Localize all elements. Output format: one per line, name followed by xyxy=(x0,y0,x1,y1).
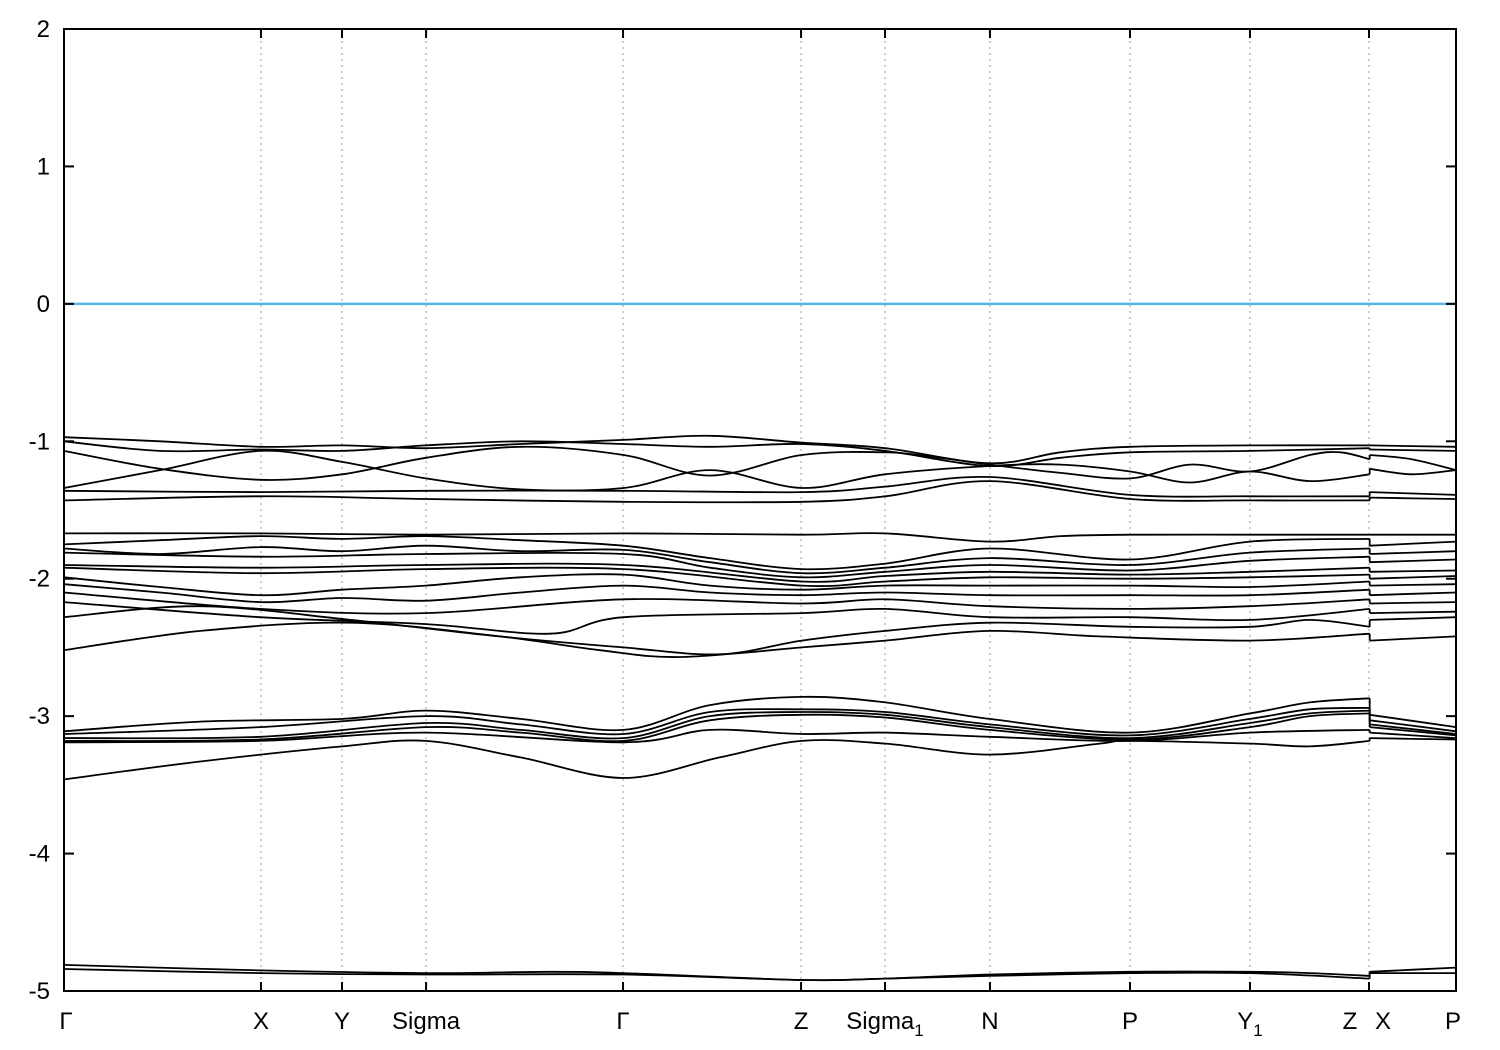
y-tick-label: 2 xyxy=(37,16,50,43)
band-line xyxy=(1369,558,1457,564)
band-line xyxy=(63,566,1370,587)
band-line xyxy=(63,573,1370,597)
x-tick-label: Γ xyxy=(59,1008,72,1035)
y-tick-label: -5 xyxy=(29,978,50,1005)
band-line xyxy=(63,440,1370,468)
band-line xyxy=(63,551,1370,579)
x-tick-label: Z xyxy=(794,1008,809,1035)
y-tick-label: 1 xyxy=(37,153,50,180)
band-line xyxy=(63,591,1370,615)
band-line xyxy=(63,712,1370,743)
band-line xyxy=(63,695,1370,734)
x-tick-label: Sigma xyxy=(392,1008,461,1035)
plot-border xyxy=(63,28,1457,992)
band-line xyxy=(1369,601,1457,605)
band-line xyxy=(63,728,1370,744)
band-line xyxy=(1369,569,1457,573)
band-line xyxy=(1369,467,1457,476)
x-tick-label: X xyxy=(1375,1008,1391,1035)
band-line xyxy=(1369,444,1457,448)
band-line xyxy=(63,583,1370,604)
y-tick-label: -4 xyxy=(29,841,50,868)
y-tick-label: -2 xyxy=(29,566,50,593)
band-line xyxy=(63,562,1370,583)
band-line xyxy=(63,544,1370,575)
band-line xyxy=(63,445,1370,481)
band-line xyxy=(1369,491,1457,496)
band-line xyxy=(1369,723,1457,735)
band-line xyxy=(1369,448,1457,452)
band-line xyxy=(63,601,1370,635)
band-line xyxy=(63,532,1370,543)
band-line xyxy=(1369,454,1457,471)
x-tick-label: P xyxy=(1445,1008,1461,1035)
band-line xyxy=(63,449,1370,492)
band-line xyxy=(63,605,1370,656)
x-tick-label: Z xyxy=(1343,1008,1358,1035)
band-line xyxy=(1369,610,1457,614)
band-line xyxy=(1369,550,1457,555)
x-tick-label: P xyxy=(1122,1008,1138,1035)
x-tick-label: X xyxy=(253,1008,269,1035)
band-line xyxy=(63,475,1370,498)
band-line xyxy=(1369,731,1457,739)
band-line xyxy=(1369,540,1457,547)
band-line xyxy=(1369,737,1457,741)
y-tick-label: 0 xyxy=(37,291,50,318)
band-line xyxy=(63,739,1370,781)
band-line xyxy=(63,535,1370,571)
band-line xyxy=(1369,496,1457,500)
x-tick-label: Sigma1 xyxy=(846,1008,924,1040)
x-tick-label: Γ xyxy=(616,1008,629,1035)
band-line xyxy=(63,968,1370,982)
y-tick-label: -1 xyxy=(29,428,50,455)
band-line xyxy=(63,480,1370,504)
band-line xyxy=(63,621,1370,658)
band-line xyxy=(1369,713,1457,728)
band-line xyxy=(1369,591,1457,597)
band-line xyxy=(1369,726,1457,737)
band-line xyxy=(63,707,1370,737)
y-tick-label: -3 xyxy=(29,703,50,730)
band-line xyxy=(1369,966,1457,973)
band-line xyxy=(63,434,1370,465)
x-tick-label: Y1 xyxy=(1237,1008,1262,1040)
band-line xyxy=(1369,719,1457,733)
band-line xyxy=(1369,583,1457,587)
band-line xyxy=(1369,635,1457,642)
x-tick-label: N xyxy=(981,1008,998,1035)
band-line xyxy=(63,709,1370,740)
x-tick-label: Y xyxy=(334,1008,350,1035)
band-line xyxy=(1369,575,1457,580)
band-line xyxy=(1369,616,1457,621)
